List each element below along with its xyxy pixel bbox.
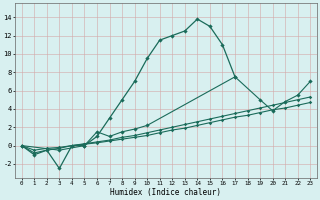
X-axis label: Humidex (Indice chaleur): Humidex (Indice chaleur)	[110, 188, 221, 197]
